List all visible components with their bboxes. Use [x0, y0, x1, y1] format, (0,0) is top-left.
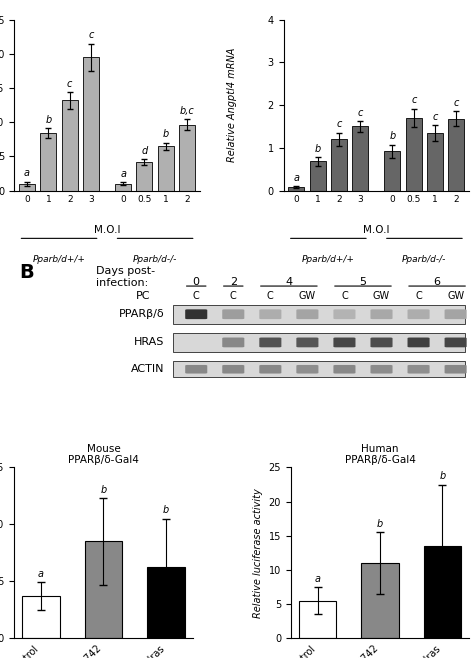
Text: GW: GW — [447, 291, 464, 301]
FancyBboxPatch shape — [222, 365, 244, 374]
Text: b: b — [163, 505, 169, 515]
Text: C: C — [267, 291, 273, 301]
FancyBboxPatch shape — [173, 305, 465, 324]
Text: c: c — [337, 120, 342, 130]
Text: C: C — [230, 291, 237, 301]
Text: b: b — [389, 132, 395, 141]
X-axis label: M.O.I: M.O.I — [94, 225, 120, 235]
Text: b: b — [163, 129, 169, 139]
Bar — [299, 601, 337, 638]
FancyBboxPatch shape — [259, 365, 282, 374]
Text: Pparb/d+/+: Pparb/d+/+ — [302, 255, 355, 265]
FancyBboxPatch shape — [445, 309, 466, 319]
FancyBboxPatch shape — [445, 365, 466, 374]
FancyBboxPatch shape — [296, 338, 319, 347]
Bar — [424, 546, 461, 638]
Text: Days post-
infection:: Days post- infection: — [96, 266, 155, 288]
Text: 5: 5 — [359, 276, 366, 287]
Text: c: c — [358, 108, 363, 118]
FancyBboxPatch shape — [173, 361, 465, 377]
FancyBboxPatch shape — [173, 333, 465, 352]
Bar — [384, 151, 401, 191]
FancyBboxPatch shape — [408, 309, 429, 319]
Text: c: c — [432, 112, 438, 122]
Text: HRAS: HRAS — [134, 338, 164, 347]
FancyBboxPatch shape — [185, 309, 207, 319]
Bar — [331, 139, 347, 191]
X-axis label: M.O.I: M.O.I — [363, 225, 390, 235]
Bar — [40, 133, 56, 191]
Text: a: a — [120, 169, 126, 179]
FancyBboxPatch shape — [296, 309, 319, 319]
Text: b: b — [100, 485, 107, 495]
Bar — [115, 184, 131, 191]
FancyBboxPatch shape — [408, 365, 429, 374]
Title: Human
PPARβ/δ-Gal4: Human PPARβ/δ-Gal4 — [345, 443, 416, 465]
FancyBboxPatch shape — [222, 309, 244, 319]
Text: c: c — [454, 97, 459, 108]
Text: b: b — [45, 115, 52, 125]
Bar — [137, 162, 153, 191]
FancyBboxPatch shape — [408, 338, 429, 347]
Bar — [406, 118, 422, 191]
FancyBboxPatch shape — [445, 338, 466, 347]
Y-axis label: Relative luciferase activity: Relative luciferase activity — [253, 488, 263, 618]
Text: 6: 6 — [434, 276, 440, 287]
Text: b,c: b,c — [180, 106, 194, 116]
Text: d: d — [141, 145, 147, 156]
Text: Pparb/d-/-: Pparb/d-/- — [133, 255, 177, 265]
FancyBboxPatch shape — [333, 365, 356, 374]
Title: Mouse
PPARβ/δ-Gal4: Mouse PPARβ/δ-Gal4 — [68, 443, 139, 465]
Bar — [352, 126, 368, 191]
FancyBboxPatch shape — [185, 365, 207, 374]
Bar — [19, 184, 35, 191]
FancyBboxPatch shape — [371, 365, 392, 374]
Text: a: a — [38, 569, 44, 579]
Text: 2: 2 — [230, 276, 237, 287]
Text: ACTIN: ACTIN — [131, 365, 164, 374]
Bar — [361, 563, 399, 638]
FancyBboxPatch shape — [333, 338, 356, 347]
Text: a: a — [315, 574, 320, 584]
FancyBboxPatch shape — [296, 365, 319, 374]
Bar — [179, 125, 195, 191]
FancyBboxPatch shape — [259, 338, 282, 347]
Text: a: a — [24, 168, 30, 178]
Text: Pparb/d-/-: Pparb/d-/- — [402, 255, 447, 265]
Text: b: b — [315, 144, 321, 154]
Bar — [427, 133, 443, 191]
FancyBboxPatch shape — [371, 338, 392, 347]
Bar — [147, 567, 184, 638]
Text: b: b — [377, 519, 383, 529]
Text: b: b — [439, 471, 446, 481]
Bar — [22, 596, 60, 638]
Text: GW: GW — [299, 291, 316, 301]
Text: C: C — [415, 291, 422, 301]
Text: a: a — [293, 173, 300, 183]
Text: 0: 0 — [193, 276, 200, 287]
Text: 4: 4 — [285, 276, 292, 287]
FancyBboxPatch shape — [371, 309, 392, 319]
Bar — [288, 187, 304, 191]
Text: Relative Angptl4 mRNA: Relative Angptl4 mRNA — [227, 48, 237, 163]
Text: GW: GW — [373, 291, 390, 301]
Text: c: c — [411, 95, 417, 105]
FancyBboxPatch shape — [333, 309, 356, 319]
Bar — [83, 57, 99, 191]
Text: C: C — [341, 291, 348, 301]
Text: Pparb/d+/+: Pparb/d+/+ — [33, 255, 85, 265]
Bar — [85, 542, 122, 638]
Text: PPARβ/δ: PPARβ/δ — [119, 309, 164, 319]
Bar — [310, 161, 326, 191]
Bar — [448, 119, 465, 191]
Bar — [158, 146, 174, 191]
Text: B: B — [19, 263, 34, 282]
FancyBboxPatch shape — [222, 338, 244, 347]
FancyBboxPatch shape — [259, 309, 282, 319]
Bar — [62, 101, 78, 191]
Text: C: C — [193, 291, 200, 301]
Text: c: c — [67, 79, 73, 89]
Text: c: c — [88, 30, 94, 40]
Text: PC: PC — [136, 291, 151, 301]
